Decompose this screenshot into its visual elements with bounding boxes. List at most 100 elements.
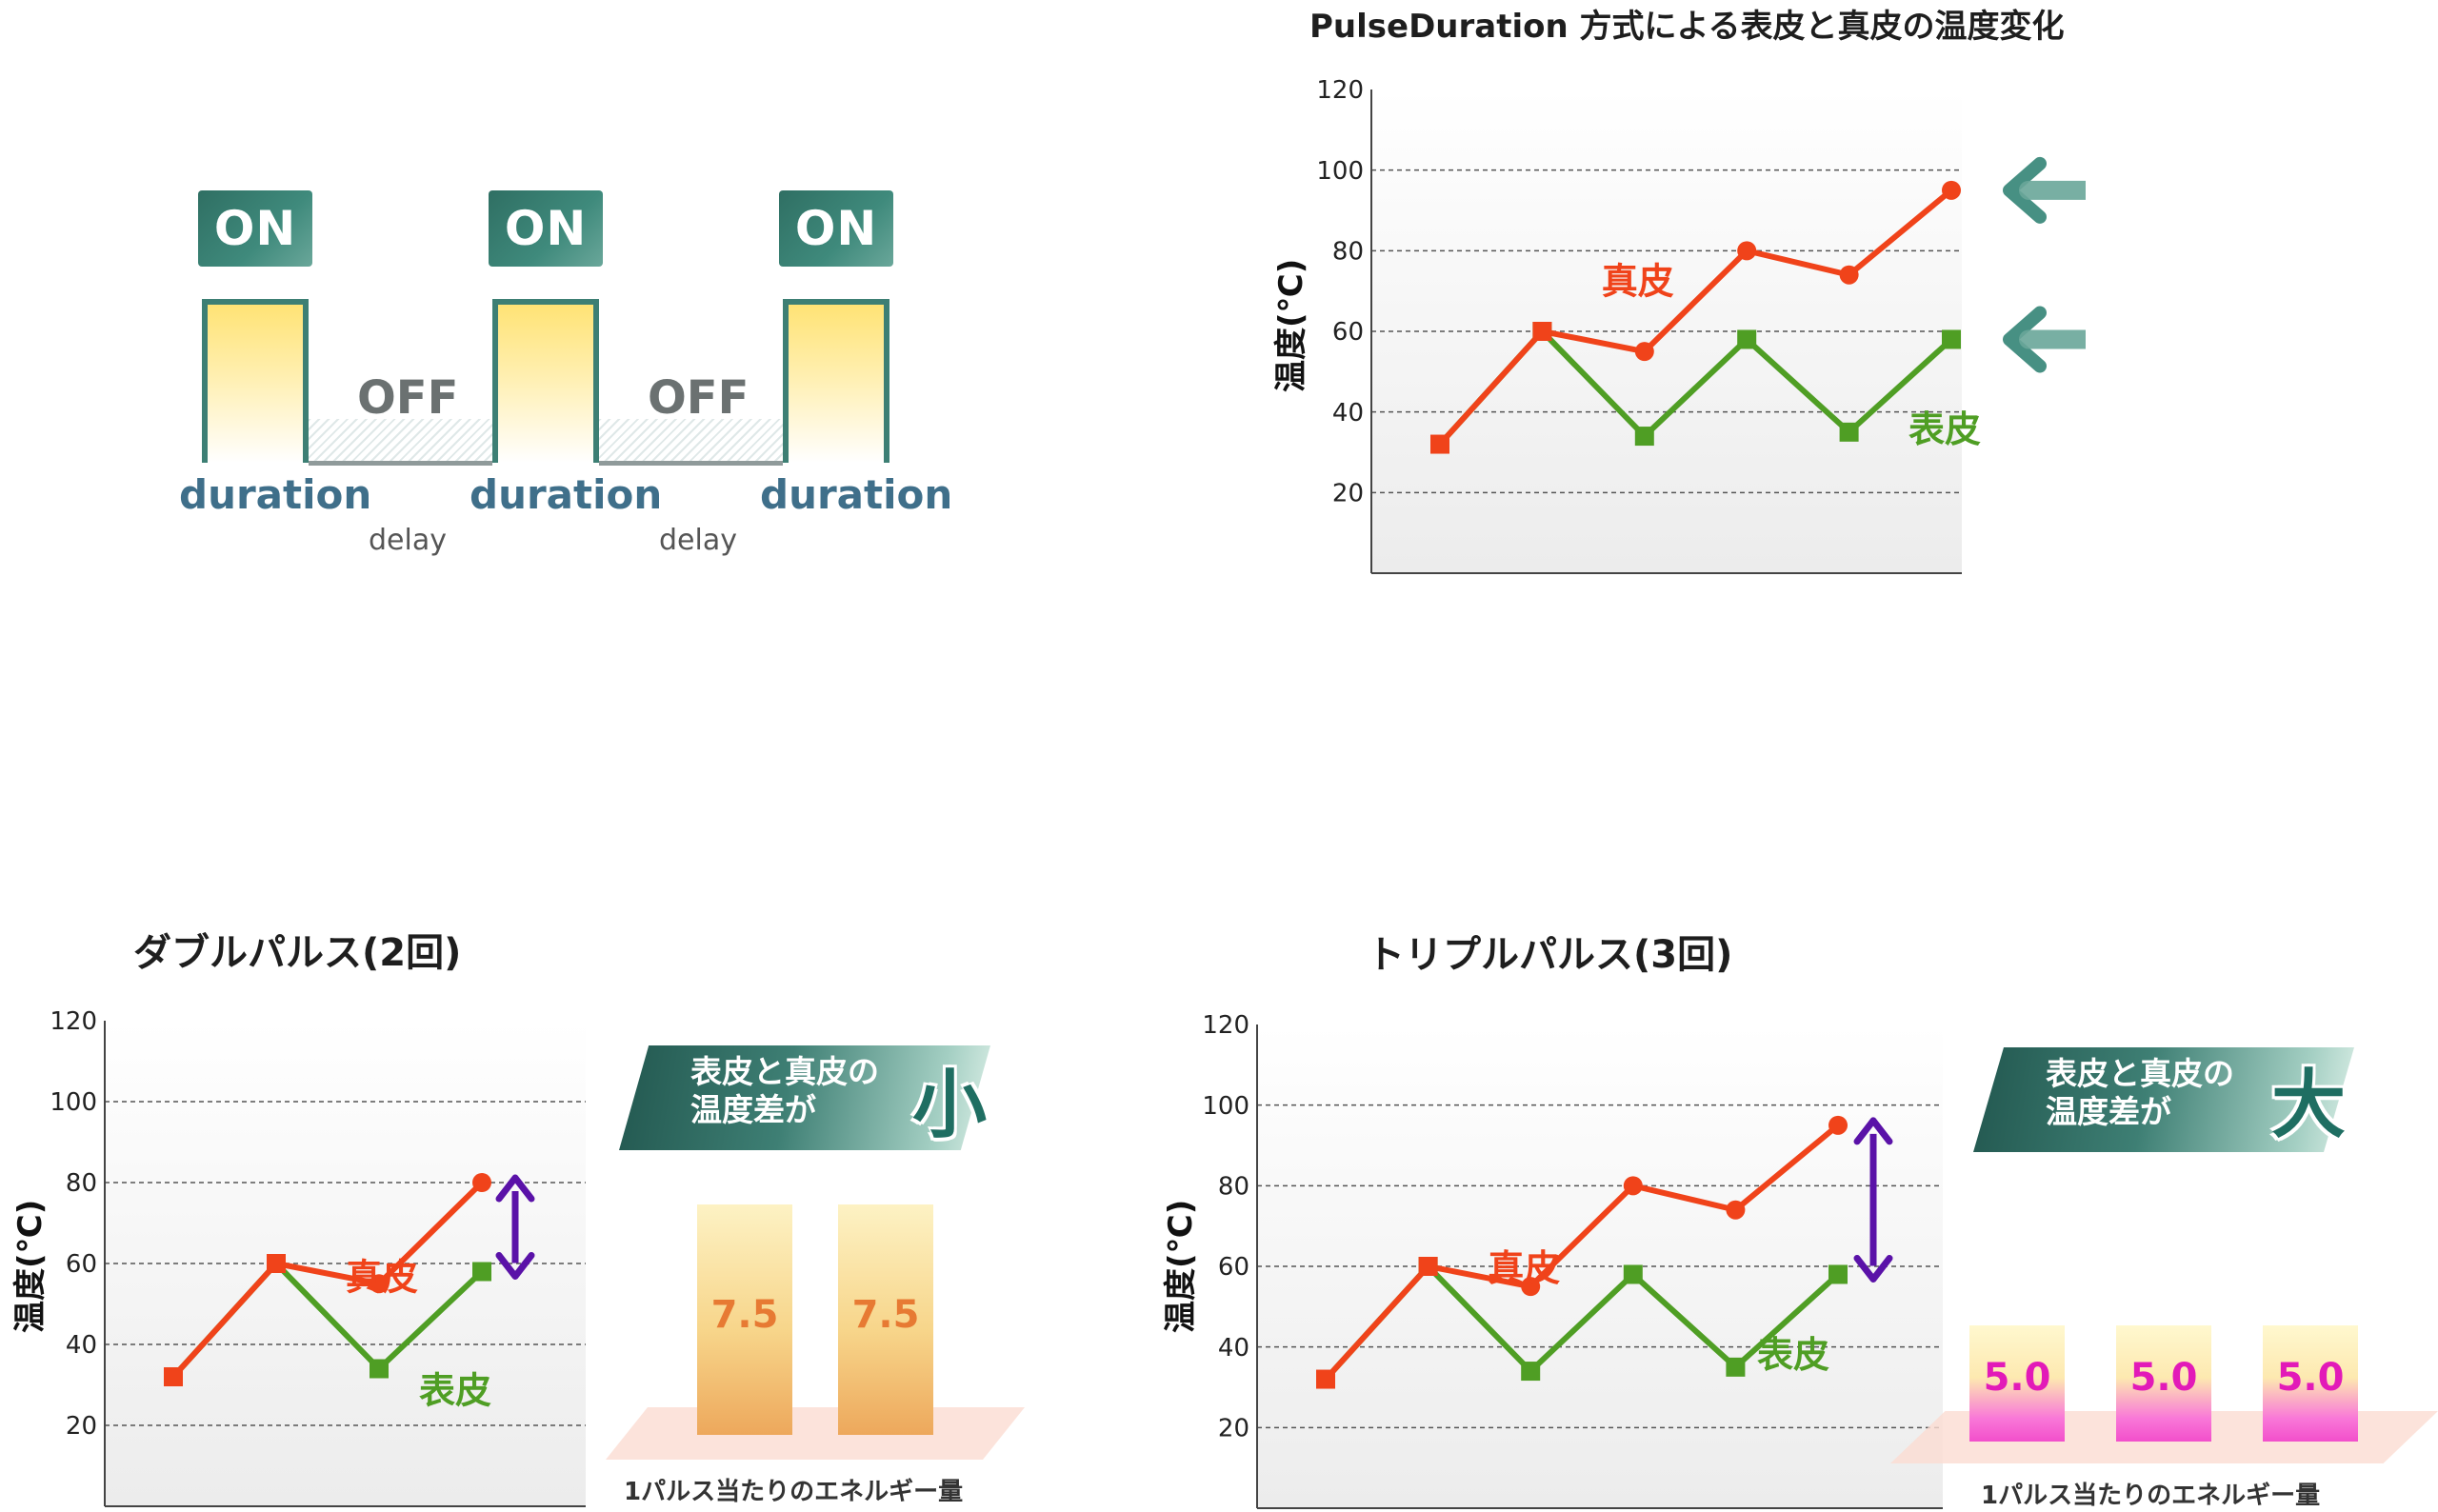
diff-arrow-down-icon <box>495 1252 535 1280</box>
on-badge: ON <box>779 190 893 267</box>
energy-bar <box>2116 1325 2211 1442</box>
y-tick-label: 40 <box>1218 1334 1249 1363</box>
energy-value: 5.0 <box>2129 1356 2198 1400</box>
epidermis-point <box>1942 329 1961 349</box>
temperature-diff-banner <box>619 1045 990 1150</box>
duration-label: duration <box>179 471 372 518</box>
series-line-dermis <box>1323 1123 1840 1382</box>
epidermis-point <box>1623 1264 1643 1284</box>
banner-line: 温度差が <box>2046 1093 2171 1130</box>
epidermis-point <box>1737 329 1757 349</box>
series-label-epidermis: 表皮 <box>1908 408 1981 450</box>
energy-bar <box>697 1204 792 1435</box>
banner-line: 表皮と真皮の <box>2046 1055 2234 1092</box>
dermis-point <box>1942 180 1961 200</box>
series-label-epidermis: 表皮 <box>1757 1334 1829 1376</box>
dermis-point <box>1521 1277 1541 1297</box>
temperature-diff-banner <box>1973 1047 2354 1152</box>
off-label: OFF <box>357 371 459 425</box>
chart-title: PulseDuration 方式による表皮と真皮の温度変化 <box>1309 8 2065 46</box>
y-tick-label: 60 <box>1332 318 1364 347</box>
level-arrow-icon <box>2003 156 2047 224</box>
pulse-on-block <box>783 299 889 463</box>
series-label-epidermis: 表皮 <box>419 1370 491 1412</box>
y-tick-label: 80 <box>1332 237 1364 266</box>
y-tick-label: 40 <box>66 1331 97 1360</box>
series-label-dermis: 真皮 <box>1602 260 1674 302</box>
y-tick-label: 100 <box>50 1088 97 1117</box>
epidermis-point <box>1839 422 1859 442</box>
dermis-point <box>1316 1369 1335 1389</box>
diff-arrow-down-icon <box>1853 1254 1893 1283</box>
diff-arrow-up-icon <box>1853 1117 1893 1145</box>
dermis-point <box>472 1173 491 1192</box>
series-line-dermis <box>170 1180 485 1380</box>
energy-value: 5.0 <box>1983 1356 2051 1400</box>
off-label: OFF <box>648 371 749 425</box>
dermis-point <box>1726 1200 1746 1220</box>
on-badge: ON <box>489 190 603 267</box>
chart-title: ダブルパルス(2回) <box>133 931 462 975</box>
energy-value: 7.5 <box>710 1293 779 1337</box>
banner-text: 表皮と真皮の 温度差が <box>2046 1055 2234 1131</box>
dermis-point <box>267 1254 286 1273</box>
diff-arrow-up-icon <box>495 1174 535 1203</box>
epidermis-point <box>370 1359 389 1379</box>
epidermis-point <box>1634 427 1654 447</box>
y-tick-label: 60 <box>1218 1253 1249 1282</box>
pulse-on-block <box>202 299 309 463</box>
y-tick-label: 40 <box>1332 399 1364 428</box>
energy-floor <box>606 1407 1025 1460</box>
series-label-dermis: 真皮 <box>346 1257 418 1299</box>
dermis-point <box>1828 1115 1848 1135</box>
epidermis-point <box>1521 1362 1541 1382</box>
y-tick-label: 120 <box>1316 76 1364 105</box>
y-tick-label: 80 <box>66 1169 97 1198</box>
dermis-point <box>370 1274 389 1294</box>
epidermis-point <box>1828 1264 1848 1284</box>
y-tick-label: 120 <box>50 1007 97 1036</box>
delay-label: delay <box>369 524 447 557</box>
dermis-point <box>1430 434 1449 454</box>
dermis-point <box>1532 322 1552 341</box>
banner-line: 表皮と真皮の <box>690 1053 879 1090</box>
chart-title: トリプルパルス(3回) <box>1367 933 1733 977</box>
pulse-diagram: ON ON ON OFF OFF duration duration durat… <box>162 181 952 581</box>
energy-bar <box>838 1204 933 1435</box>
dermis-point <box>164 1367 183 1386</box>
dermis-point <box>1839 265 1859 285</box>
y-tick-label: 20 <box>1332 479 1364 507</box>
energy-value: 7.5 <box>851 1293 920 1337</box>
y-tick-label: 100 <box>1202 1092 1249 1121</box>
banner-big-char: 大 <box>2271 1063 2347 1148</box>
y-tick-label: 60 <box>66 1250 97 1279</box>
energy-bar <box>1969 1325 2065 1442</box>
epidermis-point <box>1726 1357 1746 1377</box>
duration-label: duration <box>760 471 953 518</box>
y-tick-label: 100 <box>1316 157 1364 186</box>
energy-axis-label: 1パルス当たりのエネルギー量 <box>624 1478 964 1506</box>
y-tick-label: 20 <box>66 1412 97 1441</box>
duration-label: duration <box>470 471 663 518</box>
epidermis-point <box>472 1262 491 1282</box>
banner-text: 表皮と真皮の 温度差が <box>690 1053 879 1129</box>
energy-value: 5.0 <box>2276 1356 2345 1400</box>
pulse-off-segment <box>599 419 783 466</box>
level-arrow-icon <box>2003 306 2047 373</box>
y-tick-label: 80 <box>1218 1172 1249 1201</box>
y-tick-label: 20 <box>1218 1414 1249 1442</box>
y-tick-label: 120 <box>1202 1011 1249 1040</box>
dermis-point <box>1737 241 1757 261</box>
delay-label: delay <box>659 524 737 557</box>
series-label-dermis: 真皮 <box>1488 1247 1560 1289</box>
pulse-off-segment <box>309 419 492 466</box>
dermis-point <box>1418 1257 1438 1276</box>
series-line-dermis <box>1437 188 1953 447</box>
dermis-point <box>1623 1176 1643 1196</box>
on-badge: ON <box>198 190 312 267</box>
energy-axis-label: 1パルス当たりのエネルギー量 <box>1981 1482 2321 1510</box>
energy-bar <box>2263 1325 2358 1442</box>
